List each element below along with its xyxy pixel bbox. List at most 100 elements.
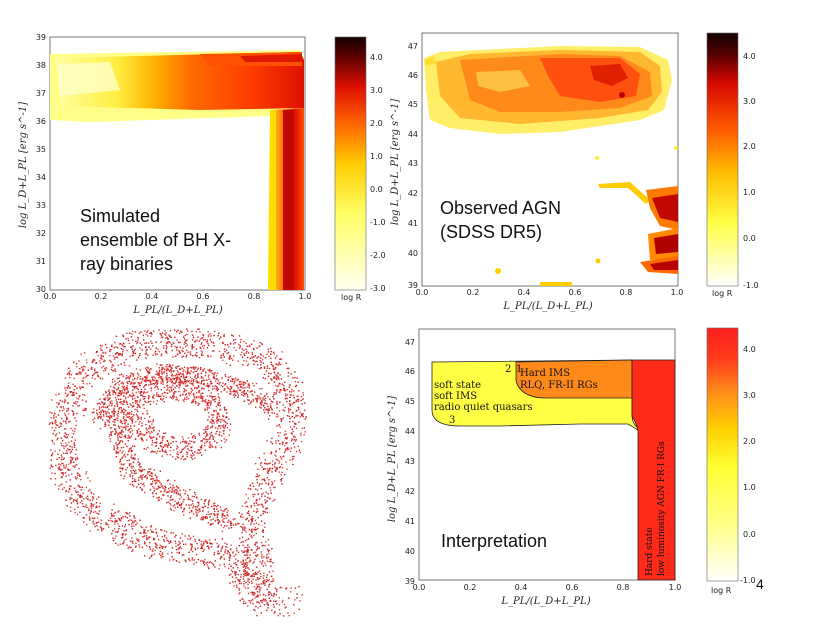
scatter-dot (172, 384, 174, 387)
scatter-dot (100, 347, 102, 349)
scatter-dot (262, 513, 264, 515)
scatter-dot (209, 404, 212, 407)
scatter-dot (179, 489, 181, 492)
scatter-dot (135, 368, 138, 370)
scatter-dot (237, 578, 239, 581)
scatter-dot (83, 394, 86, 396)
scatter-dot (102, 365, 105, 368)
scatter-dot (74, 464, 76, 467)
scatter-dot (83, 517, 85, 519)
scatter-dot (208, 567, 210, 570)
scatter-dot (144, 376, 146, 378)
scatter-dot (154, 542, 156, 544)
scatter-dot (212, 414, 215, 416)
scatter-dot (178, 551, 180, 554)
scatter-dot (232, 581, 234, 583)
scatter-dot (177, 457, 180, 459)
scatter-dot (158, 374, 160, 377)
scatter-dot (129, 474, 131, 476)
scatter-dot (271, 484, 273, 486)
scatter-dot (223, 389, 225, 391)
scatter-dot (201, 337, 203, 339)
scatter-dot (234, 572, 236, 574)
scatter-dot (209, 395, 211, 397)
scatter-dot (141, 478, 143, 480)
y-axis-label-tr: log L_D+L_PL [erg s^-1] (390, 99, 401, 225)
scatter-dot (252, 496, 255, 498)
scatter-dot (181, 448, 184, 451)
scatter-dot (293, 401, 296, 404)
svg-text:3.0: 3.0 (743, 391, 756, 400)
scatter-dot (160, 353, 163, 355)
scatter-track (48, 328, 307, 617)
scatter-dot (126, 387, 128, 390)
scatter-dot (175, 492, 178, 495)
scatter-dot (225, 517, 228, 519)
scatter-dot (108, 519, 110, 522)
scatter-dot (116, 448, 119, 450)
scatter-dot (189, 392, 192, 395)
scatter-dot (174, 387, 176, 389)
scatter-dot (133, 516, 135, 518)
scatter-dot (239, 389, 241, 392)
scatter-dot (104, 423, 106, 425)
scatter-dot (278, 462, 280, 464)
scatter-dot (194, 538, 196, 541)
scatter-dot (198, 538, 201, 541)
scatter-dot (145, 357, 147, 359)
scatter-dot (104, 399, 106, 401)
scatter-dot (278, 378, 280, 380)
scatter-dot (208, 389, 210, 392)
scatter-dot (160, 445, 163, 448)
scatter-dot (64, 428, 67, 430)
scatter-dot (223, 521, 225, 523)
scatter-dot (135, 421, 137, 423)
scatter-dot (255, 579, 257, 581)
scatter-dot (138, 483, 140, 486)
scatter-dot (262, 560, 264, 562)
scatter-dot (74, 385, 76, 387)
scatter-dot (190, 370, 192, 372)
scatter-dot (223, 554, 225, 556)
scatter-dot (246, 552, 248, 554)
scatter-dot (206, 542, 208, 544)
scatter-dot (225, 439, 228, 441)
scatter-dot (69, 498, 71, 501)
scatter-dot (86, 495, 89, 497)
scatter-dot (211, 420, 214, 422)
scatter-dot (118, 353, 120, 355)
scatter-dot (161, 366, 163, 369)
scatter-dot (119, 392, 121, 395)
scatter-dot (281, 467, 284, 469)
scatter-dot (82, 377, 84, 379)
scatter-dot (95, 362, 97, 364)
scatter-dot (121, 382, 124, 384)
scatter-dot (131, 433, 134, 435)
scatter-dot (111, 402, 113, 405)
scatter-dot (206, 402, 208, 404)
scatter-dot (208, 513, 210, 516)
scatter-dot (125, 511, 127, 514)
scatter-dot (48, 423, 51, 425)
scatter-dot (121, 353, 123, 355)
scatter-dot (199, 331, 201, 333)
scatter-dot (243, 565, 246, 568)
scatter-dot (275, 470, 277, 472)
scatter-dot (295, 439, 297, 441)
scatter-dot (63, 428, 66, 430)
scatter-dot (153, 430, 155, 432)
scatter-dot (149, 471, 151, 473)
scatter-dot (273, 412, 275, 414)
scatter-dot (120, 401, 122, 403)
scatter-dot (242, 541, 244, 543)
scatter-dot (197, 395, 200, 398)
scatter-dot (271, 409, 273, 411)
scatter-dot (275, 442, 277, 444)
scatter-dot (218, 544, 220, 546)
scatter-dot (264, 402, 267, 404)
scatter-dot (65, 489, 68, 492)
scatter-dot (240, 354, 242, 356)
scatter-dot (89, 489, 91, 491)
svg-text:1.0: 1.0 (370, 152, 383, 161)
scatter-dot (164, 444, 166, 446)
